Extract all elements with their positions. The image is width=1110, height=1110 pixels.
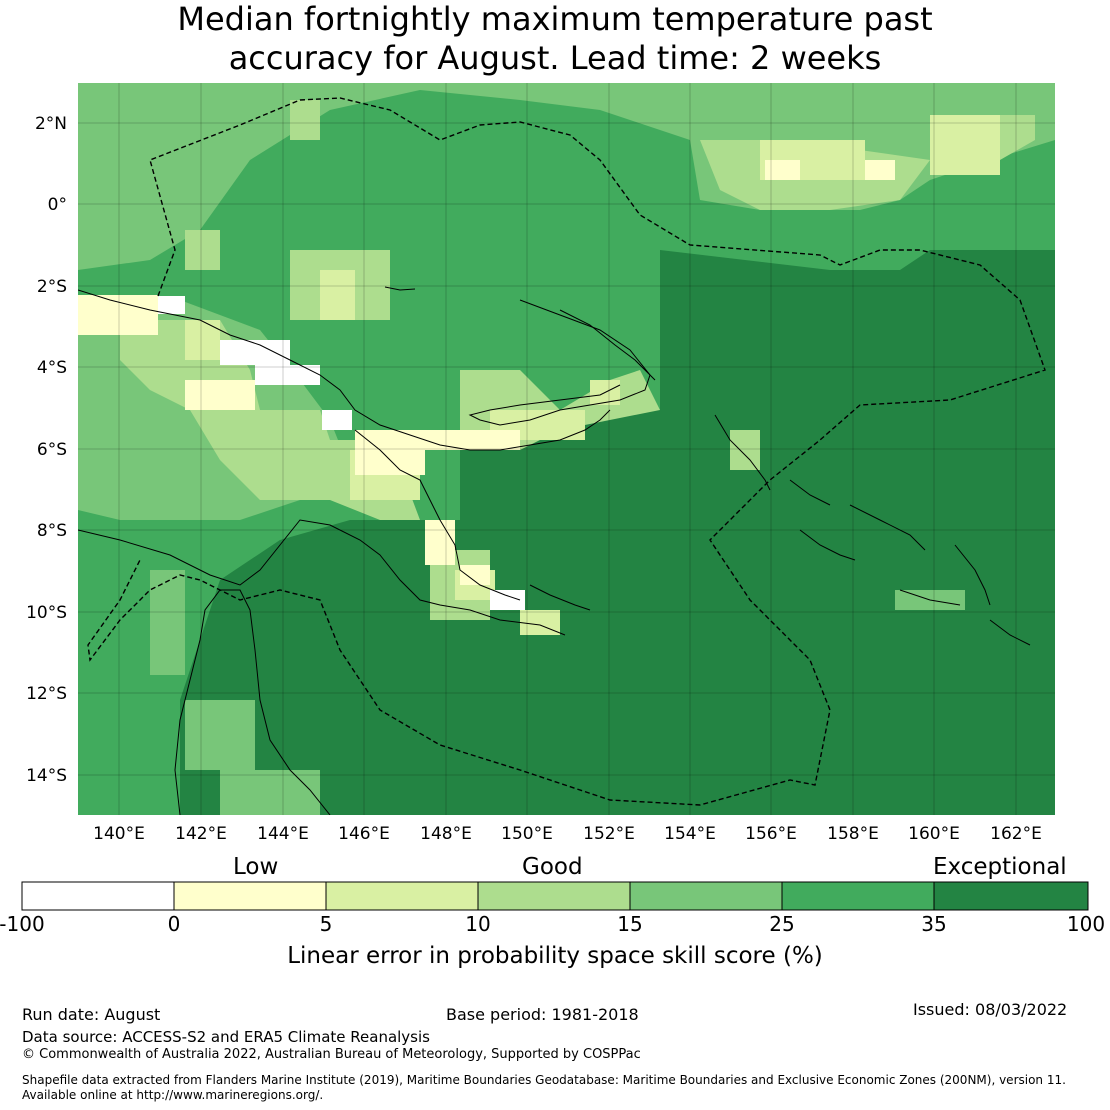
guadalcanal (899, 589, 961, 606)
eez-boundaries (87, 97, 1046, 806)
colorbar-segment (934, 882, 1088, 910)
shapefile-credit-1: Shapefile data extracted from Flanders M… (22, 1073, 1066, 1087)
base-period: Base period: 1981-2018 (446, 1005, 639, 1024)
lat-tick-label: 10°S (26, 603, 67, 623)
colorbar-tick: 10 (465, 912, 491, 936)
copyright: © Commonwealth of Australia 2022, Austra… (22, 1047, 641, 1062)
lat-tick-label: 6°S (37, 440, 67, 460)
solomon-islands-2 (849, 504, 926, 551)
title-line-1: Median fortnightly maximum temperature p… (177, 0, 933, 38)
colorbar-title: Linear error in probability space skill … (287, 943, 823, 969)
colorbar-tick: 5 (319, 912, 333, 936)
graticule (78, 83, 1055, 815)
legend-low: Low (233, 854, 279, 880)
coastlines (78, 286, 1031, 815)
lon-tick-label: 144°E (257, 824, 309, 844)
png-eez (87, 97, 1046, 806)
australia-cape-york (174, 589, 331, 815)
colorbar-tick: 0 (167, 912, 181, 936)
malaita (954, 544, 991, 606)
new-britain (468, 299, 651, 426)
lon-tick-label: 154°E (664, 824, 716, 844)
colorbar-segment (326, 882, 478, 910)
issued-date: Issued: 08/03/2022 (913, 1000, 1068, 1019)
colorbar (21, 881, 1089, 911)
legend-exceptional: Exceptional (933, 854, 1067, 880)
solomon-islands-1 (789, 479, 831, 506)
colorbar-tick: 100 (1066, 912, 1106, 936)
lon-tick-label: 142°E (175, 824, 227, 844)
lon-tick-label: 150°E (501, 824, 553, 844)
makira (989, 619, 1031, 646)
colorbar-tick: 25 (769, 912, 795, 936)
lat-axis: 2°N 0° 2°S 4°S 6°S 8°S 10°S 12°S 14°S (26, 114, 67, 786)
lat-tick-label: 12°S (26, 684, 67, 704)
fergusson-island (529, 584, 591, 611)
lon-tick-label: 162°E (990, 824, 1042, 844)
lon-tick-label: 140°E (93, 824, 145, 844)
data-source: Data source: ACCESS-S2 and ERA5 Climate … (22, 1028, 430, 1046)
colorbar-tick: 35 (921, 912, 947, 936)
lat-tick-label: 2°S (37, 277, 67, 297)
new-ireland (559, 309, 656, 381)
colorbar-segment (174, 882, 326, 910)
lon-tick-label: 152°E (583, 824, 635, 844)
lon-tick-label: 156°E (745, 824, 797, 844)
legend-good: Good (522, 854, 583, 880)
lon-tick-label: 160°E (908, 824, 960, 844)
title-line-2: accuracy for August. Lead time: 2 weeks (228, 39, 882, 77)
solomon-islands-3 (799, 529, 856, 561)
lon-tick-label: 158°E (827, 824, 879, 844)
lat-tick-label: 2°N (35, 114, 67, 134)
lon-tick-label: 148°E (420, 824, 472, 844)
colorbar-tick: 15 (617, 912, 643, 936)
lat-tick-label: 8°S (37, 521, 67, 541)
new-guinea-north-coast (78, 289, 611, 451)
lat-tick-label: 4°S (37, 358, 67, 378)
run-date: Run date: August (22, 1005, 161, 1024)
admiralty-islands (384, 286, 416, 291)
lat-tick-label: 14°S (26, 766, 67, 786)
lon-tick-label: 146°E (338, 824, 390, 844)
skill-grid (78, 83, 1055, 815)
lat-tick-label: 0° (48, 195, 67, 215)
new-guinea-south-coast (78, 519, 566, 636)
huon-peninsula (354, 429, 521, 601)
lon-axis: 140°E 142°E 144°E 146°E 148°E 150°E 152°… (93, 824, 1042, 844)
colorbar-segment (782, 882, 934, 910)
colorbar-segment (22, 882, 174, 910)
colorbar-segment (630, 882, 782, 910)
colorbar-tick: -100 (0, 912, 45, 936)
colorbar-segment (478, 882, 630, 910)
shapefile-credit-2: Available online at http://www.marinereg… (22, 1088, 324, 1102)
map-title: Median fortnightly maximum temperature p… (0, 0, 1110, 78)
